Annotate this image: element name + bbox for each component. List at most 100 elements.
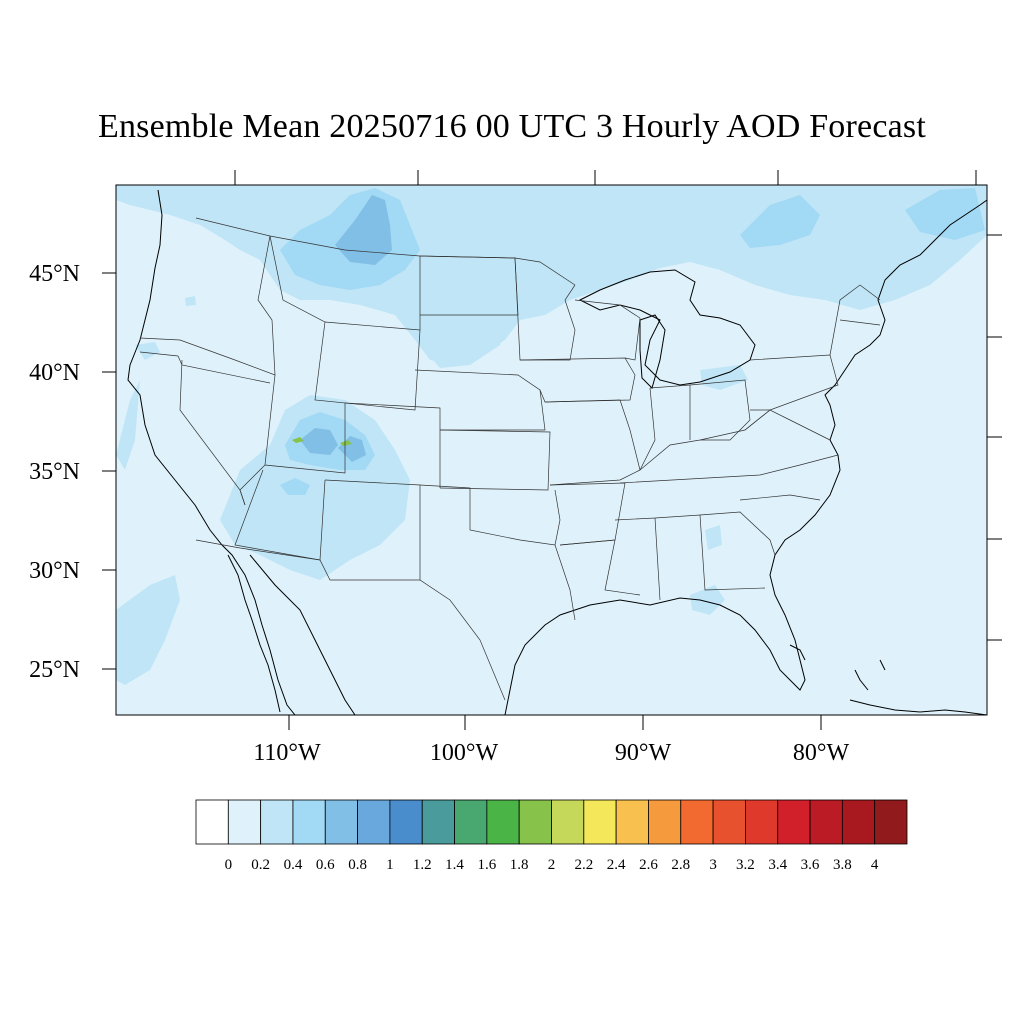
border-ms-al [614, 514, 766, 601]
aod-plume-core [335, 195, 392, 265]
colorbar-label: 3.2 [736, 857, 755, 873]
border-nv-az [239, 464, 266, 506]
colorbar-labels: 0 0.2 0.4 0.6 0.8 1 1.2 1.4 1.6 1.8 2 2.2 2.4 2.6 2.8 3… [225, 857, 879, 873]
colorbar-label: 1.8 [510, 857, 529, 873]
border-wa-or [139, 337, 236, 361]
border-utah-colorado [264, 374, 346, 474]
aod-plume-idaho [185, 296, 196, 306]
map-ticks [102, 170, 1002, 730]
lat-label: 25°N [29, 657, 80, 683]
coast-gulf [504, 199, 987, 715]
border-wi-il [574, 299, 641, 361]
map-frame [115, 184, 988, 716]
colorbar-swatch [615, 799, 649, 845]
colorbar-label: 0.2 [251, 857, 270, 873]
colorbar-swatch [841, 799, 876, 845]
lon-label: 80°W [793, 740, 850, 766]
colorbar-swatch [389, 799, 423, 845]
colorbar-swatch [874, 799, 908, 845]
aod-plume-arizona [280, 478, 310, 495]
aod-plume-baja [116, 575, 180, 685]
lon-label: 110°W [253, 740, 321, 766]
colorbar-label: 1 [386, 857, 394, 873]
coast-mexico [249, 554, 356, 715]
aod-hotspot-2 [340, 440, 352, 446]
colorbar-swatch [680, 799, 714, 845]
colorbar-swatch [809, 799, 843, 845]
aod-field [116, 185, 987, 715]
colorbar-swatch [648, 799, 682, 845]
lon-label: 90°W [615, 740, 672, 766]
border-va-wv [744, 409, 831, 441]
border-new-england [829, 284, 881, 356]
border-or-ca-nv [139, 351, 271, 384]
border-mn [514, 257, 576, 361]
aod-plume-ohio [700, 365, 748, 390]
aod-hotspot-1 [292, 437, 304, 443]
colorbar-swatch [712, 799, 746, 845]
border-pa-ny [749, 354, 839, 411]
map-title-text: Ensemble Mean 20250716 00 UTC 3 Hourly A… [98, 108, 926, 145]
colorbar-label: 3.8 [833, 857, 852, 873]
lat-label: 40°N [29, 360, 80, 386]
latitude-labels: 45°N 40°N 35°N 30°N 25°N [29, 261, 80, 683]
colorbar-label: 0.8 [348, 857, 367, 873]
border-ok-tx [419, 484, 561, 546]
aod-plume-utah-core [300, 428, 338, 455]
border-tn-ky [619, 454, 839, 484]
aod-plume-georgia [705, 525, 722, 550]
colorbar-label: 2.8 [671, 857, 690, 873]
colorbar-swatch [260, 799, 294, 845]
aod-plume-quebec [905, 188, 985, 240]
coast-cuba [849, 699, 987, 715]
colorbar-label: 2.6 [639, 857, 658, 873]
colorbar-swatch [583, 799, 617, 845]
colorbar-label: 2.2 [574, 857, 593, 873]
lat-label: 35°N [29, 459, 80, 485]
colorbar-swatch [745, 799, 779, 845]
colorbar-label: 3 [709, 857, 717, 873]
colorbar-swatch [421, 799, 455, 845]
border-tx-la [554, 544, 576, 621]
aod-plume-northeast [740, 195, 820, 248]
aod-plume-pacific [116, 380, 140, 470]
colorbar-swatch [195, 799, 229, 845]
map-panel[interactable] [115, 184, 988, 716]
colorbar-swatch [486, 799, 520, 845]
state-borders [139, 217, 881, 701]
colorbar-label: 1.2 [413, 857, 432, 873]
border-idaho [234, 235, 276, 376]
colorbar-label: 1.6 [477, 857, 496, 873]
coast-bahamas [854, 659, 886, 691]
lat-label: 45°N [29, 261, 80, 287]
colorbar-label: 3.4 [768, 857, 787, 873]
border-oh [689, 379, 751, 441]
colorbar-label: 4 [871, 857, 879, 873]
aod-plume-oregon [135, 342, 160, 360]
colorbar-label: 2.4 [607, 857, 626, 873]
border-ia [519, 357, 636, 403]
coast-florida-keys [789, 644, 806, 661]
map-title: Ensemble Mean 20250716 00 UTC 3 Hourly A… [0, 108, 1024, 146]
colorbar-swatch [357, 799, 391, 845]
colorbar-label: 0.6 [316, 857, 335, 873]
colorbar-swatch [777, 799, 811, 845]
lat-label: 30°N [29, 558, 80, 584]
colorbar-label: 0 [225, 857, 233, 873]
coast-west [127, 189, 296, 715]
colorbar-label: 3.6 [801, 857, 820, 873]
colorbar-swatch [292, 799, 326, 845]
colorbar-label: 0.4 [284, 857, 303, 873]
coast-baja-inner [227, 554, 281, 713]
colorbar [195, 799, 908, 845]
lon-label: 100°W [430, 740, 499, 766]
colorbar-label: 1.4 [445, 857, 464, 873]
border-ks-ok [439, 429, 551, 491]
longitude-labels: 110°W 100°W 90°W 80°W [253, 740, 849, 766]
border-ga-fl [699, 511, 776, 556]
coast-lake-michigan [639, 314, 666, 389]
colorbar-swatch [518, 799, 552, 845]
colorbar-swatch [551, 799, 585, 845]
border-nc-sc [739, 494, 821, 501]
colorbar-swatch [227, 799, 262, 845]
